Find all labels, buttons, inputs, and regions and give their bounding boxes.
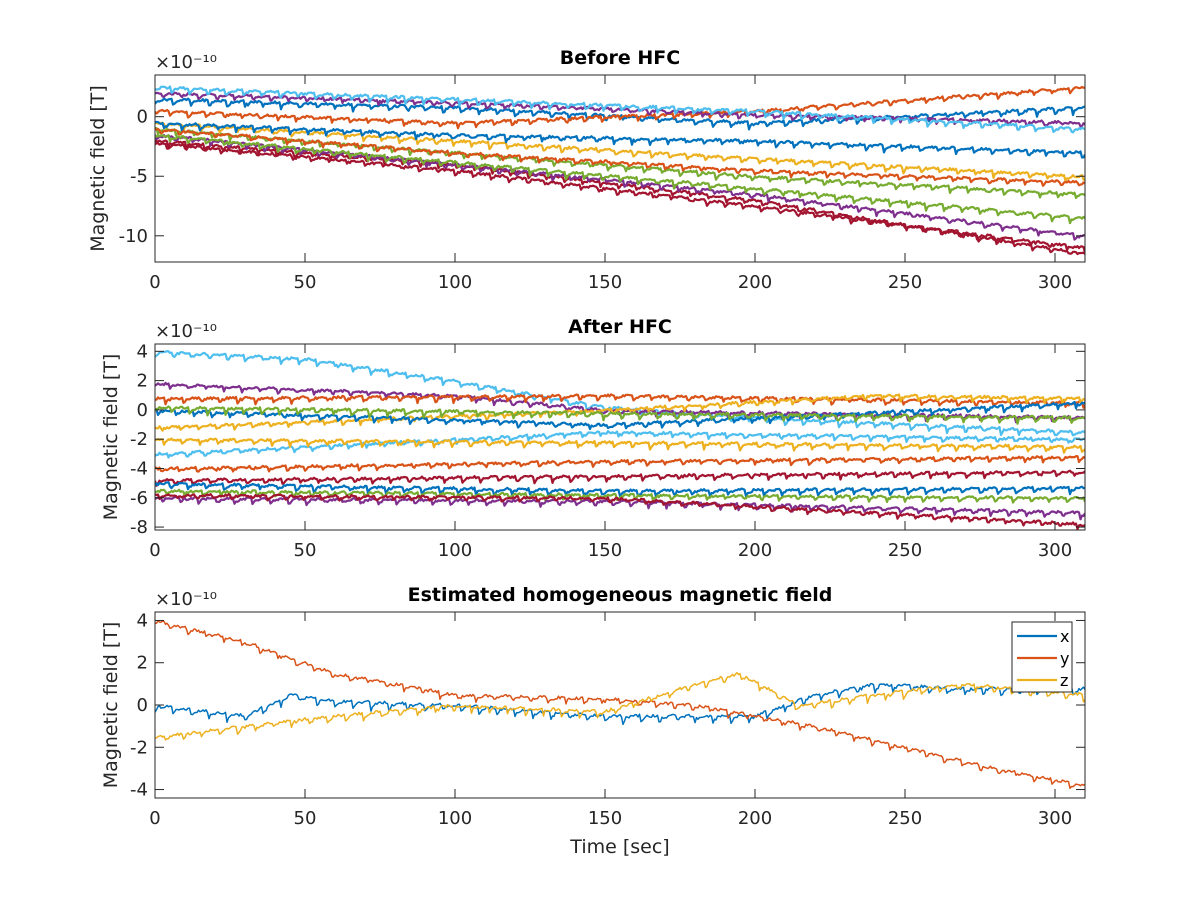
series-line-13 bbox=[155, 495, 1085, 521]
series-line-5 bbox=[155, 400, 1085, 431]
x-tick-label: 300 bbox=[1038, 540, 1072, 561]
y-axis-label: Magnetic field [T] bbox=[100, 354, 122, 521]
x-tick-label: 250 bbox=[888, 808, 922, 829]
y-tick-label: -4 bbox=[130, 458, 148, 479]
series-y-line bbox=[155, 620, 1085, 789]
series-line-3 bbox=[155, 393, 1085, 409]
y-tick-label: 2 bbox=[137, 371, 148, 392]
series-line-8 bbox=[155, 120, 1085, 159]
series-line-11 bbox=[155, 481, 1085, 498]
axes-box bbox=[154, 343, 1086, 531]
x-tick-label: 200 bbox=[738, 540, 772, 561]
x-tick-label: 50 bbox=[294, 272, 317, 293]
y-tick-label: -2 bbox=[130, 737, 148, 758]
x-tick-label: 300 bbox=[1038, 272, 1072, 293]
y-tick-label: 4 bbox=[137, 610, 148, 631]
subplot-title: Estimated homogeneous magnetic field bbox=[408, 584, 833, 606]
x-tick-label: 150 bbox=[588, 808, 622, 829]
series-group bbox=[155, 620, 1085, 789]
x-tick-label: 200 bbox=[738, 808, 772, 829]
subplot-2: 0 50 100 150 200 250 300 -8 -6 -4 -2 0 2 4 ×10⁻¹⁰ After… bbox=[100, 316, 1086, 561]
series-line-12 bbox=[155, 141, 1085, 254]
plot-area bbox=[155, 612, 1085, 798]
subplot-3: 0 50 100 150 200 250 300 -4 -2 0 2 4 ×10⁻¹⁰ Estimated… bbox=[100, 584, 1086, 858]
x-tick-label: 150 bbox=[588, 540, 622, 561]
y-tick-label: 0 bbox=[137, 695, 148, 716]
series-line-6 bbox=[155, 405, 1085, 425]
y-tick-label: 0 bbox=[137, 400, 148, 421]
series-line-14 bbox=[155, 493, 1085, 530]
legend-label-x: x bbox=[1060, 627, 1069, 646]
series-line-12 bbox=[155, 488, 1085, 504]
y-axis-label: Magnetic field [T] bbox=[100, 622, 122, 789]
x-tick-label: 0 bbox=[149, 540, 160, 561]
series-line-5 bbox=[155, 126, 1085, 200]
legend-label-z: z bbox=[1060, 671, 1068, 690]
x-axis-label: Time [sec] bbox=[569, 836, 669, 858]
subplot-title: After HFC bbox=[568, 316, 672, 338]
y-tick-label: -5 bbox=[130, 166, 148, 187]
legend-label-y: y bbox=[1060, 649, 1069, 668]
y-tick-label: 4 bbox=[137, 341, 148, 362]
y-tick-label: -2 bbox=[130, 429, 148, 450]
series-line-9 bbox=[155, 455, 1085, 473]
x-tick-label: 250 bbox=[888, 272, 922, 293]
x-tick-label: 100 bbox=[438, 540, 472, 561]
y-exponent-label: ×10⁻¹⁰ bbox=[155, 52, 217, 73]
y-tick-label: 0 bbox=[137, 107, 148, 128]
series-line-7 bbox=[155, 430, 1085, 459]
series-line-3 bbox=[155, 121, 1085, 182]
axes-box bbox=[154, 74, 1086, 263]
y-tick-label: -4 bbox=[130, 780, 148, 801]
y-axis-label: Magnetic field [T] bbox=[87, 85, 109, 252]
x-tick-label: 100 bbox=[438, 272, 472, 293]
series-line-6 bbox=[155, 85, 1085, 134]
y-exponent-label: ×10⁻¹⁰ bbox=[155, 321, 217, 342]
series-x-line bbox=[155, 682, 1085, 726]
y-tick-label: -10 bbox=[119, 226, 148, 247]
y-exponent-label: ×10⁻¹⁰ bbox=[155, 589, 217, 610]
x-tick-label: 50 bbox=[294, 540, 317, 561]
x-tick-label: 50 bbox=[294, 808, 317, 829]
series-line-8 bbox=[155, 437, 1085, 454]
series-group bbox=[155, 85, 1085, 256]
x-tick-label: 300 bbox=[1038, 808, 1072, 829]
x-tick-label: 100 bbox=[438, 808, 472, 829]
series-line-2 bbox=[155, 85, 1085, 130]
x-tick-label: 150 bbox=[588, 272, 622, 293]
series-z-line bbox=[155, 671, 1085, 741]
series-group bbox=[155, 350, 1085, 530]
series-line-11 bbox=[155, 134, 1085, 225]
series-line-4 bbox=[155, 91, 1085, 128]
x-tick-label: 200 bbox=[738, 272, 772, 293]
subplot-title: Before HFC bbox=[560, 47, 680, 69]
legend: xyz bbox=[1011, 621, 1073, 693]
series-line-4 bbox=[155, 393, 1085, 432]
x-tick-label: 0 bbox=[149, 808, 160, 829]
subplot-1: 0 50 100 150 200 250 300 -10 -5 0 ×10⁻¹⁰ Before HFC… bbox=[87, 47, 1086, 293]
series-line-9 bbox=[155, 127, 1085, 187]
y-tick-label: 2 bbox=[137, 653, 148, 674]
series-line-10 bbox=[155, 469, 1085, 487]
y-tick-label: -6 bbox=[130, 488, 148, 509]
x-tick-label: 0 bbox=[149, 272, 160, 293]
x-tick-label: 250 bbox=[888, 540, 922, 561]
y-tick-label: -8 bbox=[130, 517, 148, 538]
